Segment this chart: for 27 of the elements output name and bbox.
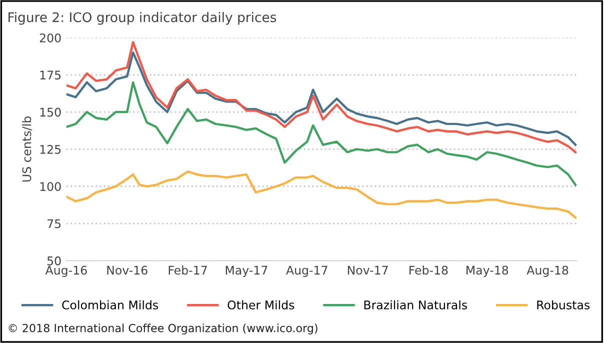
y-tick-label: 125 <box>40 144 61 154</box>
y-tick-label: 50 <box>47 256 61 266</box>
legend-label: Robustas <box>537 300 590 310</box>
line-series <box>66 51 577 146</box>
line-series <box>66 170 577 219</box>
x-tick-label: May-17 <box>226 266 268 277</box>
x-tick-label: Aug-18 <box>526 266 568 277</box>
chart-title: Figure 2: ICO group indicator daily prices <box>8 12 276 25</box>
x-tick-label: May-18 <box>466 266 508 277</box>
y-tick-label: 150 <box>40 108 61 117</box>
legend-label: Other Milds <box>228 300 294 310</box>
x-tick-label: Feb-17 <box>168 266 207 275</box>
x-tick-label: Aug-16 <box>45 266 87 277</box>
legend-label: Brazilian Naturals <box>364 300 468 310</box>
text: © 2018 International Coffee Organization (www.ico.org) <box>8 324 318 334</box>
line-series <box>66 41 577 154</box>
y-tick-label: 175 <box>40 70 61 80</box>
legend-label: Colombian Milds <box>62 300 158 310</box>
y-tick-label: 75 <box>48 219 61 228</box>
x-tick-label: Nov-17 <box>348 266 388 275</box>
line-series <box>66 81 577 186</box>
y-axis-title: US cents/lb <box>22 116 32 182</box>
x-tick-label: Aug-17 <box>286 266 328 277</box>
x-tick-label: Nov-16 <box>107 266 148 275</box>
x-tick-label: Feb-18 <box>410 266 448 275</box>
y-tick-label: 200 <box>40 33 61 42</box>
y-tick-label: 100 <box>40 182 61 192</box>
